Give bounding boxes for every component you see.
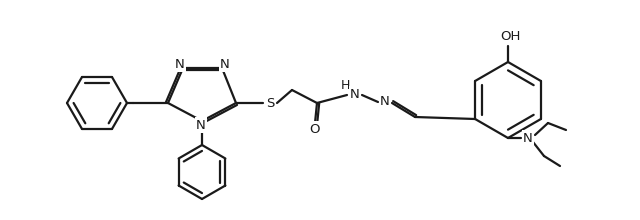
Text: O: O [310, 123, 320, 136]
Text: N: N [350, 88, 360, 101]
Text: N: N [380, 95, 390, 108]
Text: N: N [175, 57, 185, 70]
Text: OH: OH [500, 29, 520, 42]
Text: N: N [220, 57, 230, 70]
Text: H: H [340, 79, 349, 92]
Text: N: N [196, 119, 206, 132]
Text: N: N [523, 132, 533, 145]
Text: S: S [266, 97, 274, 110]
